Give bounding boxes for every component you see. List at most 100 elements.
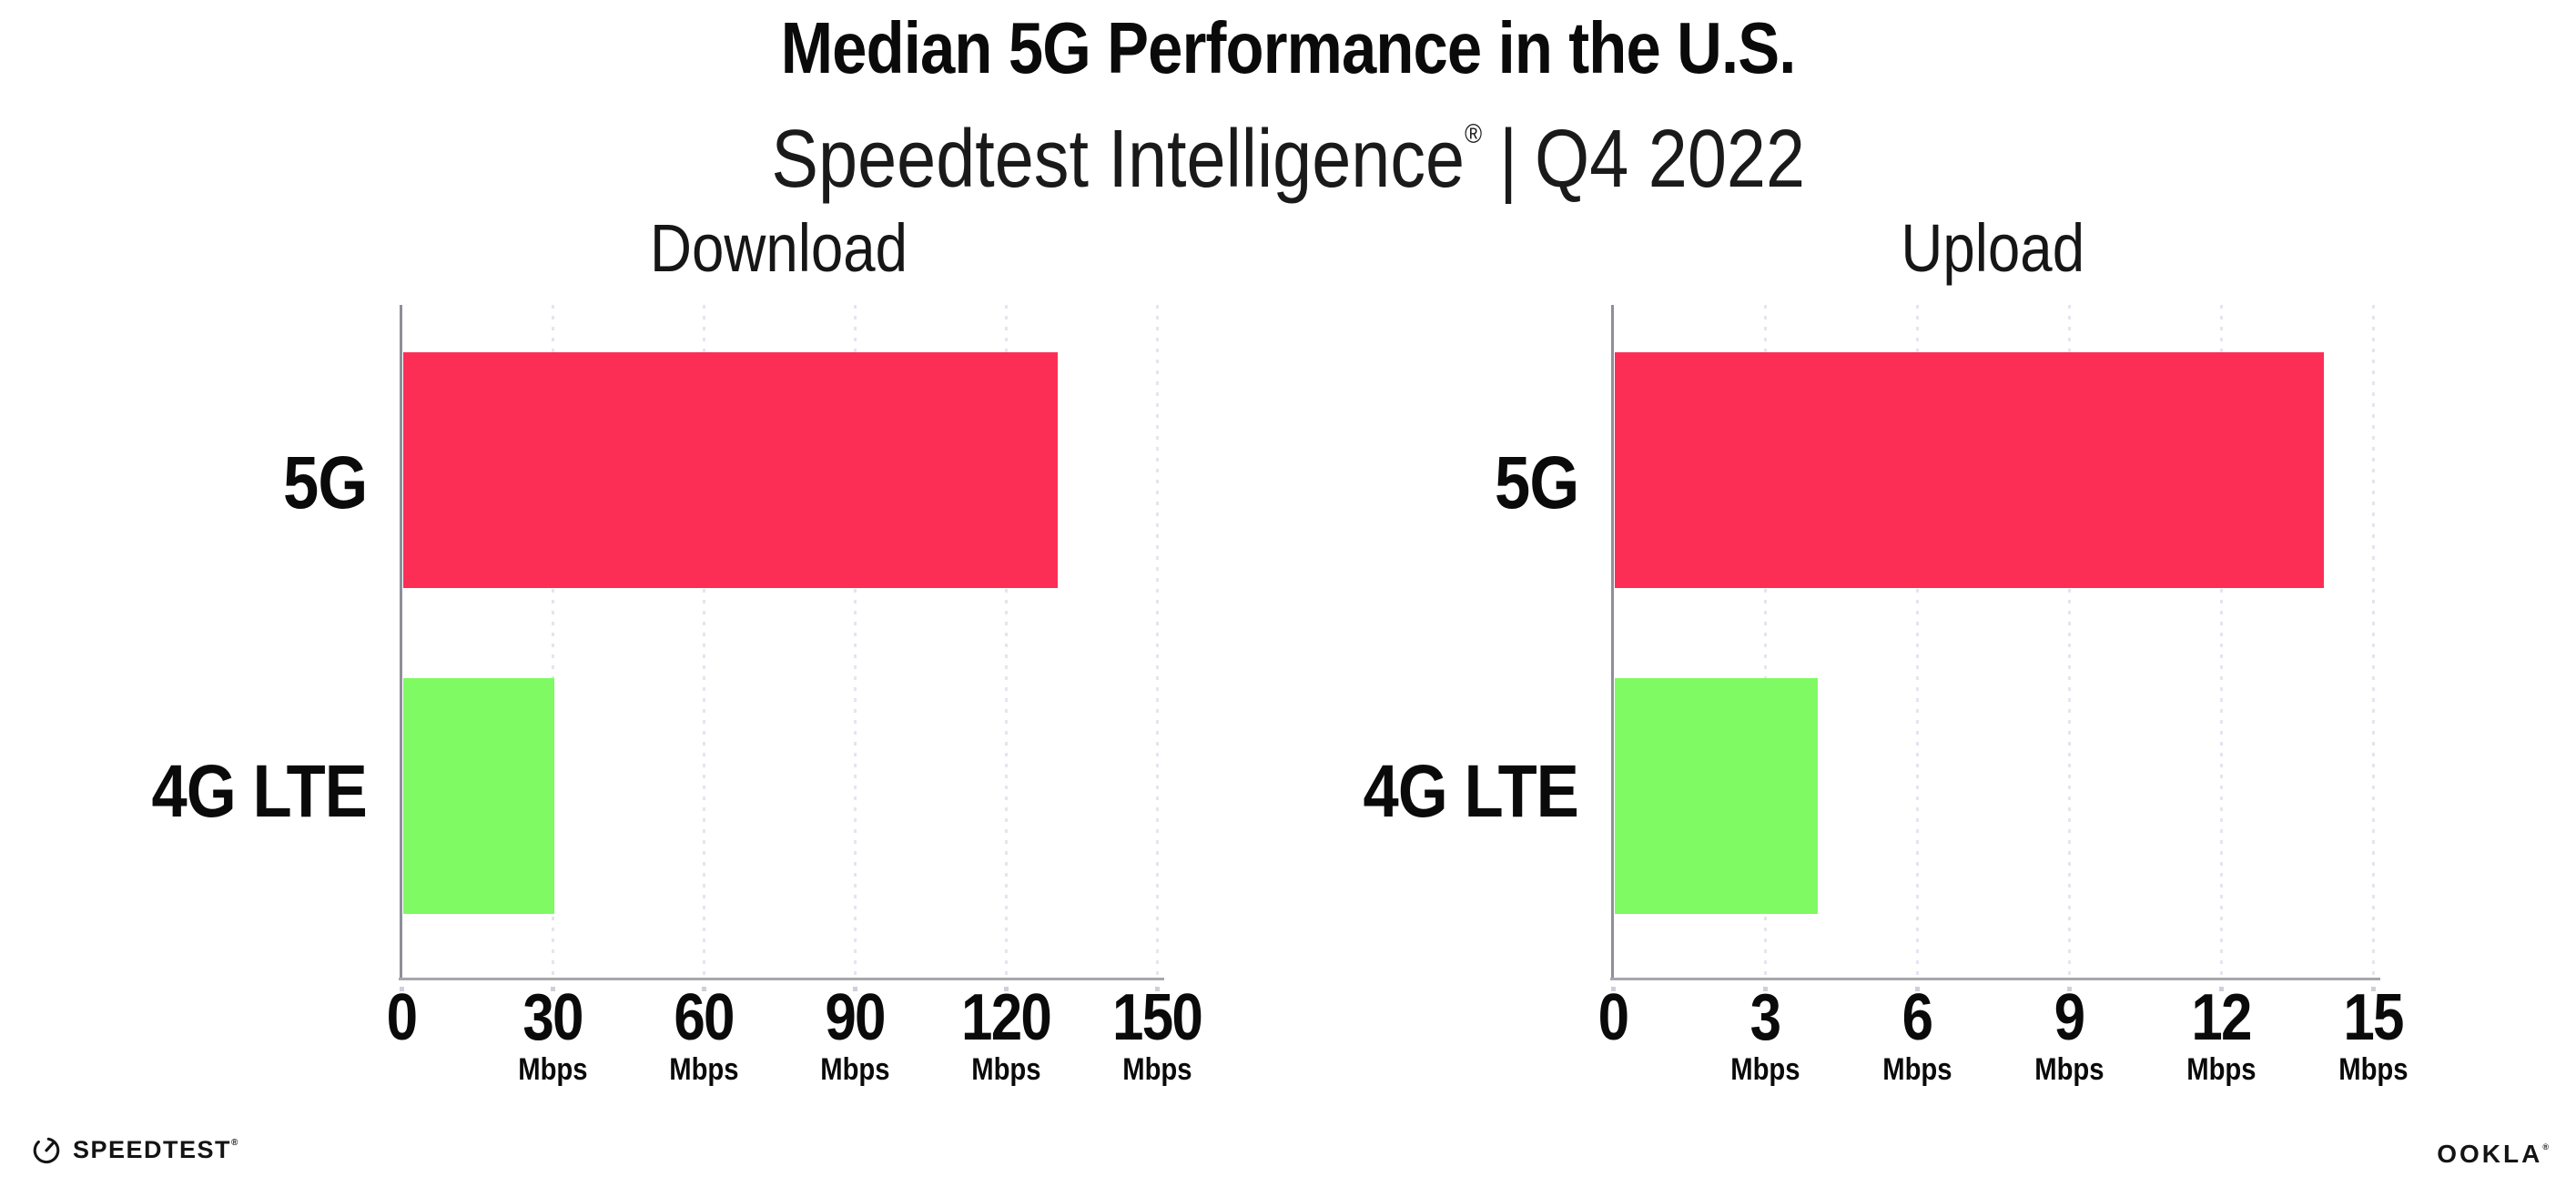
x-tick-unit: Mbps [1808,1052,2026,1087]
x-tick-label: 60 Mbps [594,981,813,1085]
y-category-label-5g: 5G [1187,441,1579,524]
download-chart-title: Download [401,214,1157,283]
y-category-label-text: 4G LTE [1363,750,1579,833]
upload-chart: Upload 0 3 Mbps 6 Mbps 9 Mbps 12 Mbps 15 Mbps 5G 4G… [1364,214,2409,1086]
registered-trademark-symbol: ® [1464,119,1482,149]
gridline-120-mbps [1005,305,1008,979]
x-tick-unit-text: Mbps [2186,1052,2257,1087]
x-tick-number: 120 [897,981,1115,1054]
bar-4g-lte-upload [1615,678,1818,914]
x-tick-label: 0 [292,981,511,1084]
x-tick-label: 15 Mbps [2264,981,2482,1087]
bar-5g-upload [1615,352,2325,588]
tick-mark [853,987,857,991]
gridline-15-mbps [2372,305,2375,979]
x-tick-unit: Mbps [1960,1052,2178,1087]
gridline-150-mbps [1156,305,1159,979]
x-tick-label: 90 Mbps [745,981,964,1087]
x-tick-number: 15 [2264,981,2482,1054]
page-subtitle: Speedtest Intelligence® | Q4 2022 [0,87,2576,207]
x-tick-number-text: 9 [2054,981,2085,1054]
x-axis-line [1610,978,2380,980]
y-category-label-4g-lte: 4G LTE [0,750,368,833]
tick-mark [2067,987,2072,991]
x-tick-number: 150 [1048,981,1266,1054]
gridline-3-mbps [1764,305,1767,979]
speedtest-trademark-symbol: ® [231,1137,238,1148]
download-chart-title-text: Download [650,210,908,286]
tick-mark [1763,987,1768,991]
x-tick-unit: Mbps [897,1054,1115,1085]
x-tick-number-text: 3 [1749,981,1781,1054]
x-tick-number-text: 0 [1597,981,1629,1054]
x-tick-unit: Mbps [443,1052,662,1087]
x-tick-number: 60 [594,981,813,1054]
bar-4g-lte-download [403,678,554,914]
x-tick-unit: Mbps [594,1054,813,1085]
x-tick-label: 3 Mbps [1656,981,1874,1085]
x-tick-number: 3 [1656,981,1874,1054]
upload-chart-title-text: Upload [1901,210,2085,286]
speedtest-wordmark: SPEEDTEST® [73,1136,238,1164]
gridline-30-mbps [552,305,554,979]
page-subtitle-text: Speedtest Intelligence® | Q4 2022 [771,87,1805,207]
x-tick-unit-text: Mbps [2033,1052,2104,1087]
gridline-9-mbps [2068,305,2071,979]
tick-mark [2371,987,2376,991]
y-category-label-4g-lte: 4G LTE [1187,750,1579,833]
x-tick-unit-text: Mbps [517,1052,588,1087]
plot-area: 0 30 Mbps 60 Mbps 90 Mbps 120 Mbps 150 Mbps [387,305,1203,1085]
x-tick-unit-text: Mbps [1121,1052,1192,1087]
y-axis-line [1611,305,1614,979]
x-tick-number-text: 12 [2191,981,2252,1054]
x-tick-label: 6 Mbps [1808,981,2026,1087]
x-tick-label: 150 Mbps [1048,981,1266,1087]
x-tick-unit-text: Mbps [1881,1052,1952,1087]
x-tick-number-text: 6 [1902,981,1933,1054]
speedtest-wordmark-text: SPEEDTEST [73,1135,232,1163]
ookla-wordmark-text: OOKLA [2437,1140,2543,1168]
x-tick-unit-text: Mbps [819,1052,890,1087]
x-tick-label: 12 Mbps [2112,981,2330,1087]
x-tick-number-text: 150 [1111,981,1203,1054]
x-tick-unit-text: Mbps [2338,1052,2409,1087]
tick-mark [1915,987,1920,991]
x-tick-number-text: 90 [825,981,886,1054]
gridline-12-mbps [2220,305,2223,979]
y-category-label-text: 5G [1494,441,1579,524]
x-tick-label: 0 [1504,981,1722,1084]
speedtest-logo: SPEEDTEST® [31,1134,238,1165]
y-category-label-text: 5G [282,441,368,524]
tick-mark [2219,987,2224,991]
x-tick-unit: Mbps [1048,1052,1266,1087]
y-axis-line [400,305,402,979]
x-tick-unit: Mbps [745,1052,964,1087]
tick-mark [1155,987,1160,991]
x-tick-number-text: 15 [2343,981,2404,1054]
page-title: Median 5G Performance in the U.S. [0,9,2576,87]
ookla-logo: OOKLA® [2437,1140,2549,1169]
subtitle-period: Q4 2022 [1534,114,1805,205]
plot-area: 0 3 Mbps 6 Mbps 9 Mbps 12 Mbps 15 Mbps [1598,305,2408,1085]
ookla-wordmark: OOKLA® [2437,1140,2549,1168]
x-tick-number-text: 120 [960,981,1052,1054]
x-tick-number: 0 [292,981,511,1054]
x-tick-number: 12 [2112,981,2330,1054]
x-tick-number: 9 [1960,981,2178,1054]
x-tick-number-text: 30 [522,981,583,1054]
tick-mark [1611,987,1616,991]
x-tick-label: 9 Mbps [1960,981,2178,1087]
x-tick-number-text: 0 [386,981,418,1054]
x-tick-label: 30 Mbps [443,981,662,1087]
x-tick-number: 0 [1504,981,1722,1054]
gridline-6-mbps [1916,305,1919,979]
x-tick-unit: Mbps [1656,1054,1874,1085]
subtitle-separator: | [1498,114,1517,205]
upload-chart-title: Upload [1613,214,2373,283]
gridline-60-mbps [703,305,705,979]
tick-mark [1004,987,1009,991]
x-tick-number-text: 60 [674,981,735,1054]
tick-mark [551,987,555,991]
tick-mark [702,987,706,991]
y-category-label-text: 4G LTE [151,750,368,833]
